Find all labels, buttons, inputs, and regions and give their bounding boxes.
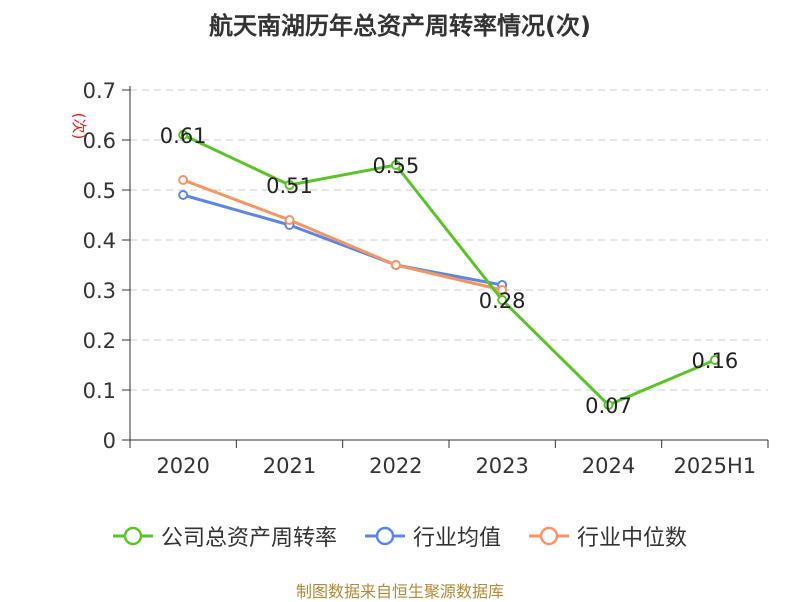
- data-point: [390, 260, 401, 270]
- line-chart: 0 0.1 0.2 0.3 0.4 0.5 0.6 0.7 (次) 2020 2021 2022 202…: [70, 79, 769, 478]
- x-tick-label: 2020: [156, 454, 209, 478]
- legend-label: 行业均值: [412, 526, 501, 551]
- data-point: [178, 190, 189, 200]
- x-tick-label: 2023: [475, 454, 528, 478]
- data-point: [709, 355, 720, 365]
- series-line: [182, 178, 503, 292]
- y-tick-label: 0.1: [83, 379, 116, 403]
- data-point: [178, 175, 189, 185]
- x-tick-label: 2025H1: [674, 454, 757, 478]
- data-point: [284, 215, 295, 225]
- y-axis-label: (次): [70, 113, 88, 140]
- y-tick-label: 0: [103, 429, 116, 453]
- legend-swatch-icon: [112, 526, 153, 546]
- data-label: 0.28: [479, 289, 526, 313]
- data-label: 0.61: [160, 124, 207, 148]
- data-label: 0.51: [266, 174, 313, 198]
- legend-swatch-icon: [529, 526, 569, 546]
- x-tick-label: 2021: [263, 454, 316, 478]
- chart-legend: 公司总资产周转率 行业均值 行业中位数: [0, 520, 800, 552]
- data-source-note: 制图数据来自恒生聚源数据库: [295, 582, 504, 601]
- y-tick-label: 0.6: [83, 129, 116, 153]
- data-point: [497, 295, 508, 305]
- data-point: [603, 400, 614, 410]
- legend-item[interactable]: 行业均值: [364, 520, 501, 552]
- y-tick-label: 0.3: [83, 279, 116, 303]
- y-tick-label: 0.4: [83, 229, 116, 253]
- y-tick-label: 0.2: [83, 329, 116, 353]
- chart-title: 航天南湖历年总资产周转率情况(次): [209, 12, 591, 40]
- data-point: [284, 180, 295, 190]
- data-label: 0.07: [585, 394, 632, 418]
- series-line: [182, 133, 716, 407]
- series-line: [182, 193, 503, 287]
- legend-item[interactable]: 公司总资产周转率: [112, 520, 337, 552]
- y-tick-label: 0.5: [83, 179, 116, 203]
- x-tick-label: 2022: [369, 454, 422, 478]
- data-label: 0.55: [372, 154, 419, 178]
- x-tick-label: 2024: [582, 454, 635, 478]
- data-point: [497, 285, 508, 295]
- legend-swatch-icon: [364, 526, 405, 546]
- legend-item[interactable]: 行业中位数: [529, 520, 687, 552]
- legend-label: 公司总资产周转率: [160, 526, 337, 551]
- data-point: [178, 130, 189, 140]
- data-point: [390, 160, 401, 170]
- y-tick-label: 0.7: [83, 79, 116, 103]
- legend-label: 行业中位数: [577, 526, 688, 551]
- data-label: 0.16: [691, 349, 738, 373]
